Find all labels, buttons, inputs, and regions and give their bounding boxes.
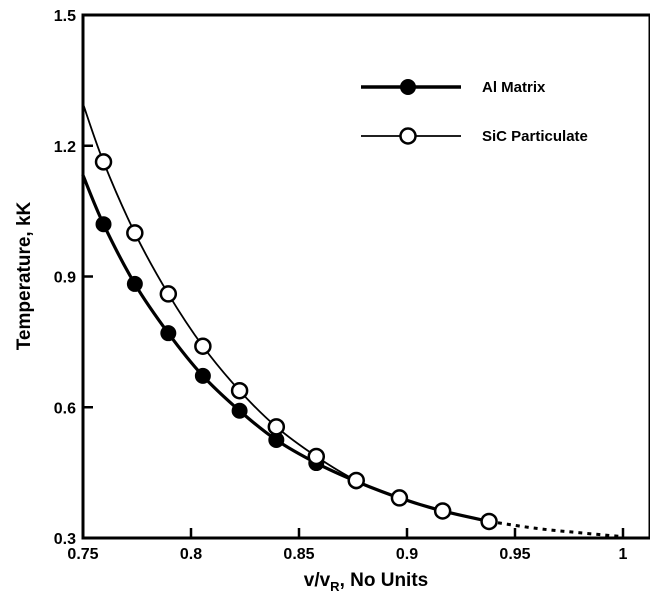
marker-sic-particulate-9 <box>433 502 452 520</box>
x-tick-label-4: 0.95 <box>499 546 530 563</box>
marker-sic-particulate-8 <box>390 489 409 507</box>
x-axis-label-subscript: R <box>330 579 340 594</box>
x-tick-label-3: 0.9 <box>396 546 418 563</box>
y-tick-label-0: 0.3 <box>54 531 76 548</box>
y-axis-label: Temperature, kK <box>14 201 35 350</box>
marker-sic-particulate-3 <box>194 337 212 355</box>
legend-label-al-matrix: Al Matrix <box>482 79 546 96</box>
marker-al-matrix-2 <box>160 325 177 342</box>
legend: Al Matrix SiC Particulate <box>361 79 588 145</box>
marker-sic-particulate-6 <box>307 447 326 466</box>
plot-frame <box>81 13 650 540</box>
y-tick-label-4: 1.5 <box>54 8 76 25</box>
marker-sic-particulate-2 <box>159 285 178 303</box>
marker-al-matrix-4 <box>231 402 248 419</box>
extrapolation-curve <box>488 519 624 539</box>
marker-al-matrix-0 <box>95 216 112 233</box>
marker-sic-particulate-4 <box>230 381 249 400</box>
series-curves <box>81 102 624 539</box>
y-tick-label-3: 1.2 <box>54 139 76 156</box>
marker-sic-particulate-0 <box>94 153 113 171</box>
marker-al-matrix-3 <box>194 367 211 384</box>
curve-al-matrix <box>81 173 491 524</box>
y-tick-label-1: 0.6 <box>54 400 76 417</box>
x-axis-label: v/vR, No Units <box>304 570 428 594</box>
marker-al-matrix-1 <box>126 275 143 292</box>
legend-marker-al-matrix <box>400 79 416 95</box>
x-tick-label-2: 0.85 <box>283 546 314 563</box>
curve-sic-particulate <box>82 102 490 523</box>
marker-sic-particulate-7 <box>347 471 365 490</box>
x-axis-label-suffix: , No Units <box>340 570 429 591</box>
marker-sic-particulate-10 <box>480 512 498 531</box>
legend-marker-sic-particulate <box>399 127 417 145</box>
marker-sic-particulate-1 <box>126 224 144 242</box>
x-tick-label-0: 0.75 <box>67 546 98 563</box>
x-tick-label-5: 1 <box>619 546 628 563</box>
series-markers <box>94 153 498 531</box>
axis-ticks: 0.75 0.8 0.85 0.9 0.95 1 0.3 0.6 0.9 1.2 1.5 <box>54 8 628 563</box>
legend-label-sic-particulate: SiC Particulate <box>482 128 588 145</box>
x-axis-label-main: v/v <box>304 570 331 591</box>
marker-sic-particulate-5 <box>267 418 286 436</box>
x-tick-label-1: 0.8 <box>180 546 202 563</box>
y-tick-label-2: 0.9 <box>54 270 76 287</box>
